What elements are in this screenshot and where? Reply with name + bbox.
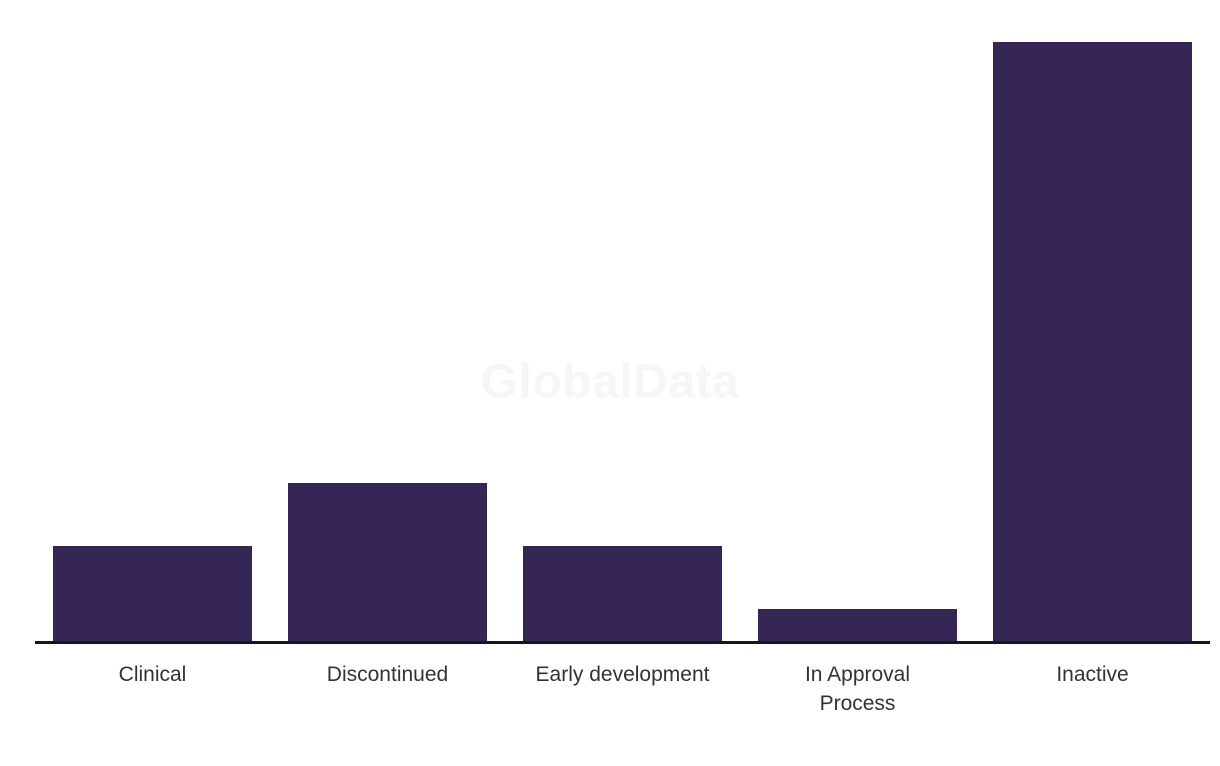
bar-cell-discontinued bbox=[270, 42, 505, 641]
bar-discontinued[interactable] bbox=[287, 483, 488, 641]
plot-area bbox=[35, 42, 1210, 641]
bar-cell-inactive bbox=[975, 42, 1210, 641]
x-label-line: Clinical bbox=[118, 663, 187, 686]
x-axis-labels: Clinical Discontinued Early development In … bbox=[35, 660, 1210, 718]
x-label-inactive: Inactive bbox=[975, 660, 1210, 718]
x-label-line: Inactive bbox=[1056, 663, 1129, 686]
x-label-line: Process bbox=[819, 692, 896, 715]
x-label-in-approval-process: In Approval Process bbox=[740, 660, 975, 718]
bar-cell-in-approval-process bbox=[740, 42, 975, 641]
x-label-line: In Approval bbox=[804, 663, 911, 686]
x-label-discontinued: Discontinued bbox=[270, 660, 505, 718]
x-axis-line bbox=[35, 641, 1210, 644]
bar-early-development[interactable] bbox=[522, 546, 723, 641]
x-label-early-development: Early development bbox=[505, 660, 740, 718]
bar-clinical[interactable] bbox=[52, 546, 253, 641]
x-label-line: Early development bbox=[535, 663, 710, 686]
x-label-clinical: Clinical bbox=[35, 660, 270, 718]
bar-inactive[interactable] bbox=[992, 42, 1193, 641]
bar-cell-clinical bbox=[35, 42, 270, 641]
bar-in-approval-process[interactable] bbox=[757, 609, 958, 641]
bar-cell-early-development bbox=[505, 42, 740, 641]
x-label-line: Discontinued bbox=[326, 663, 449, 686]
